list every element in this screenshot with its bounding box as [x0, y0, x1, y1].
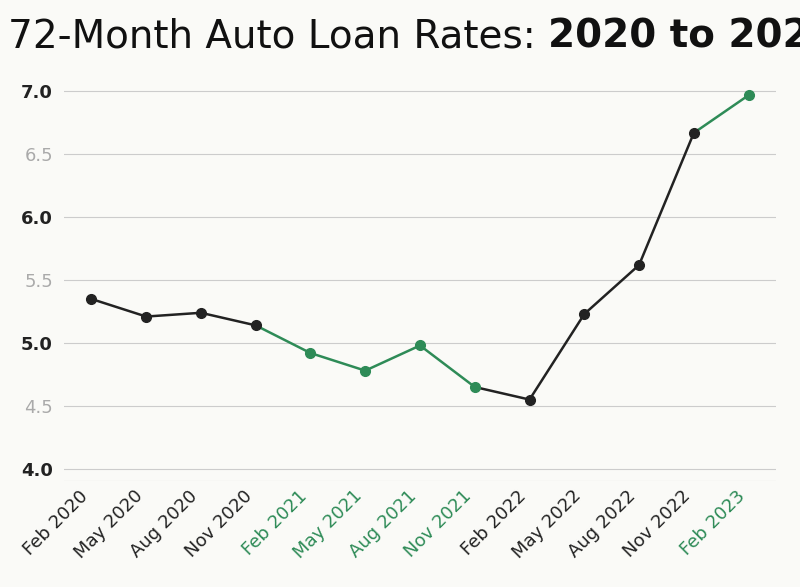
Text: 72-Month Auto Loan Rates:: 72-Month Auto Loan Rates:	[8, 18, 548, 56]
Text: 2020 to 2023: 2020 to 2023	[548, 18, 800, 56]
